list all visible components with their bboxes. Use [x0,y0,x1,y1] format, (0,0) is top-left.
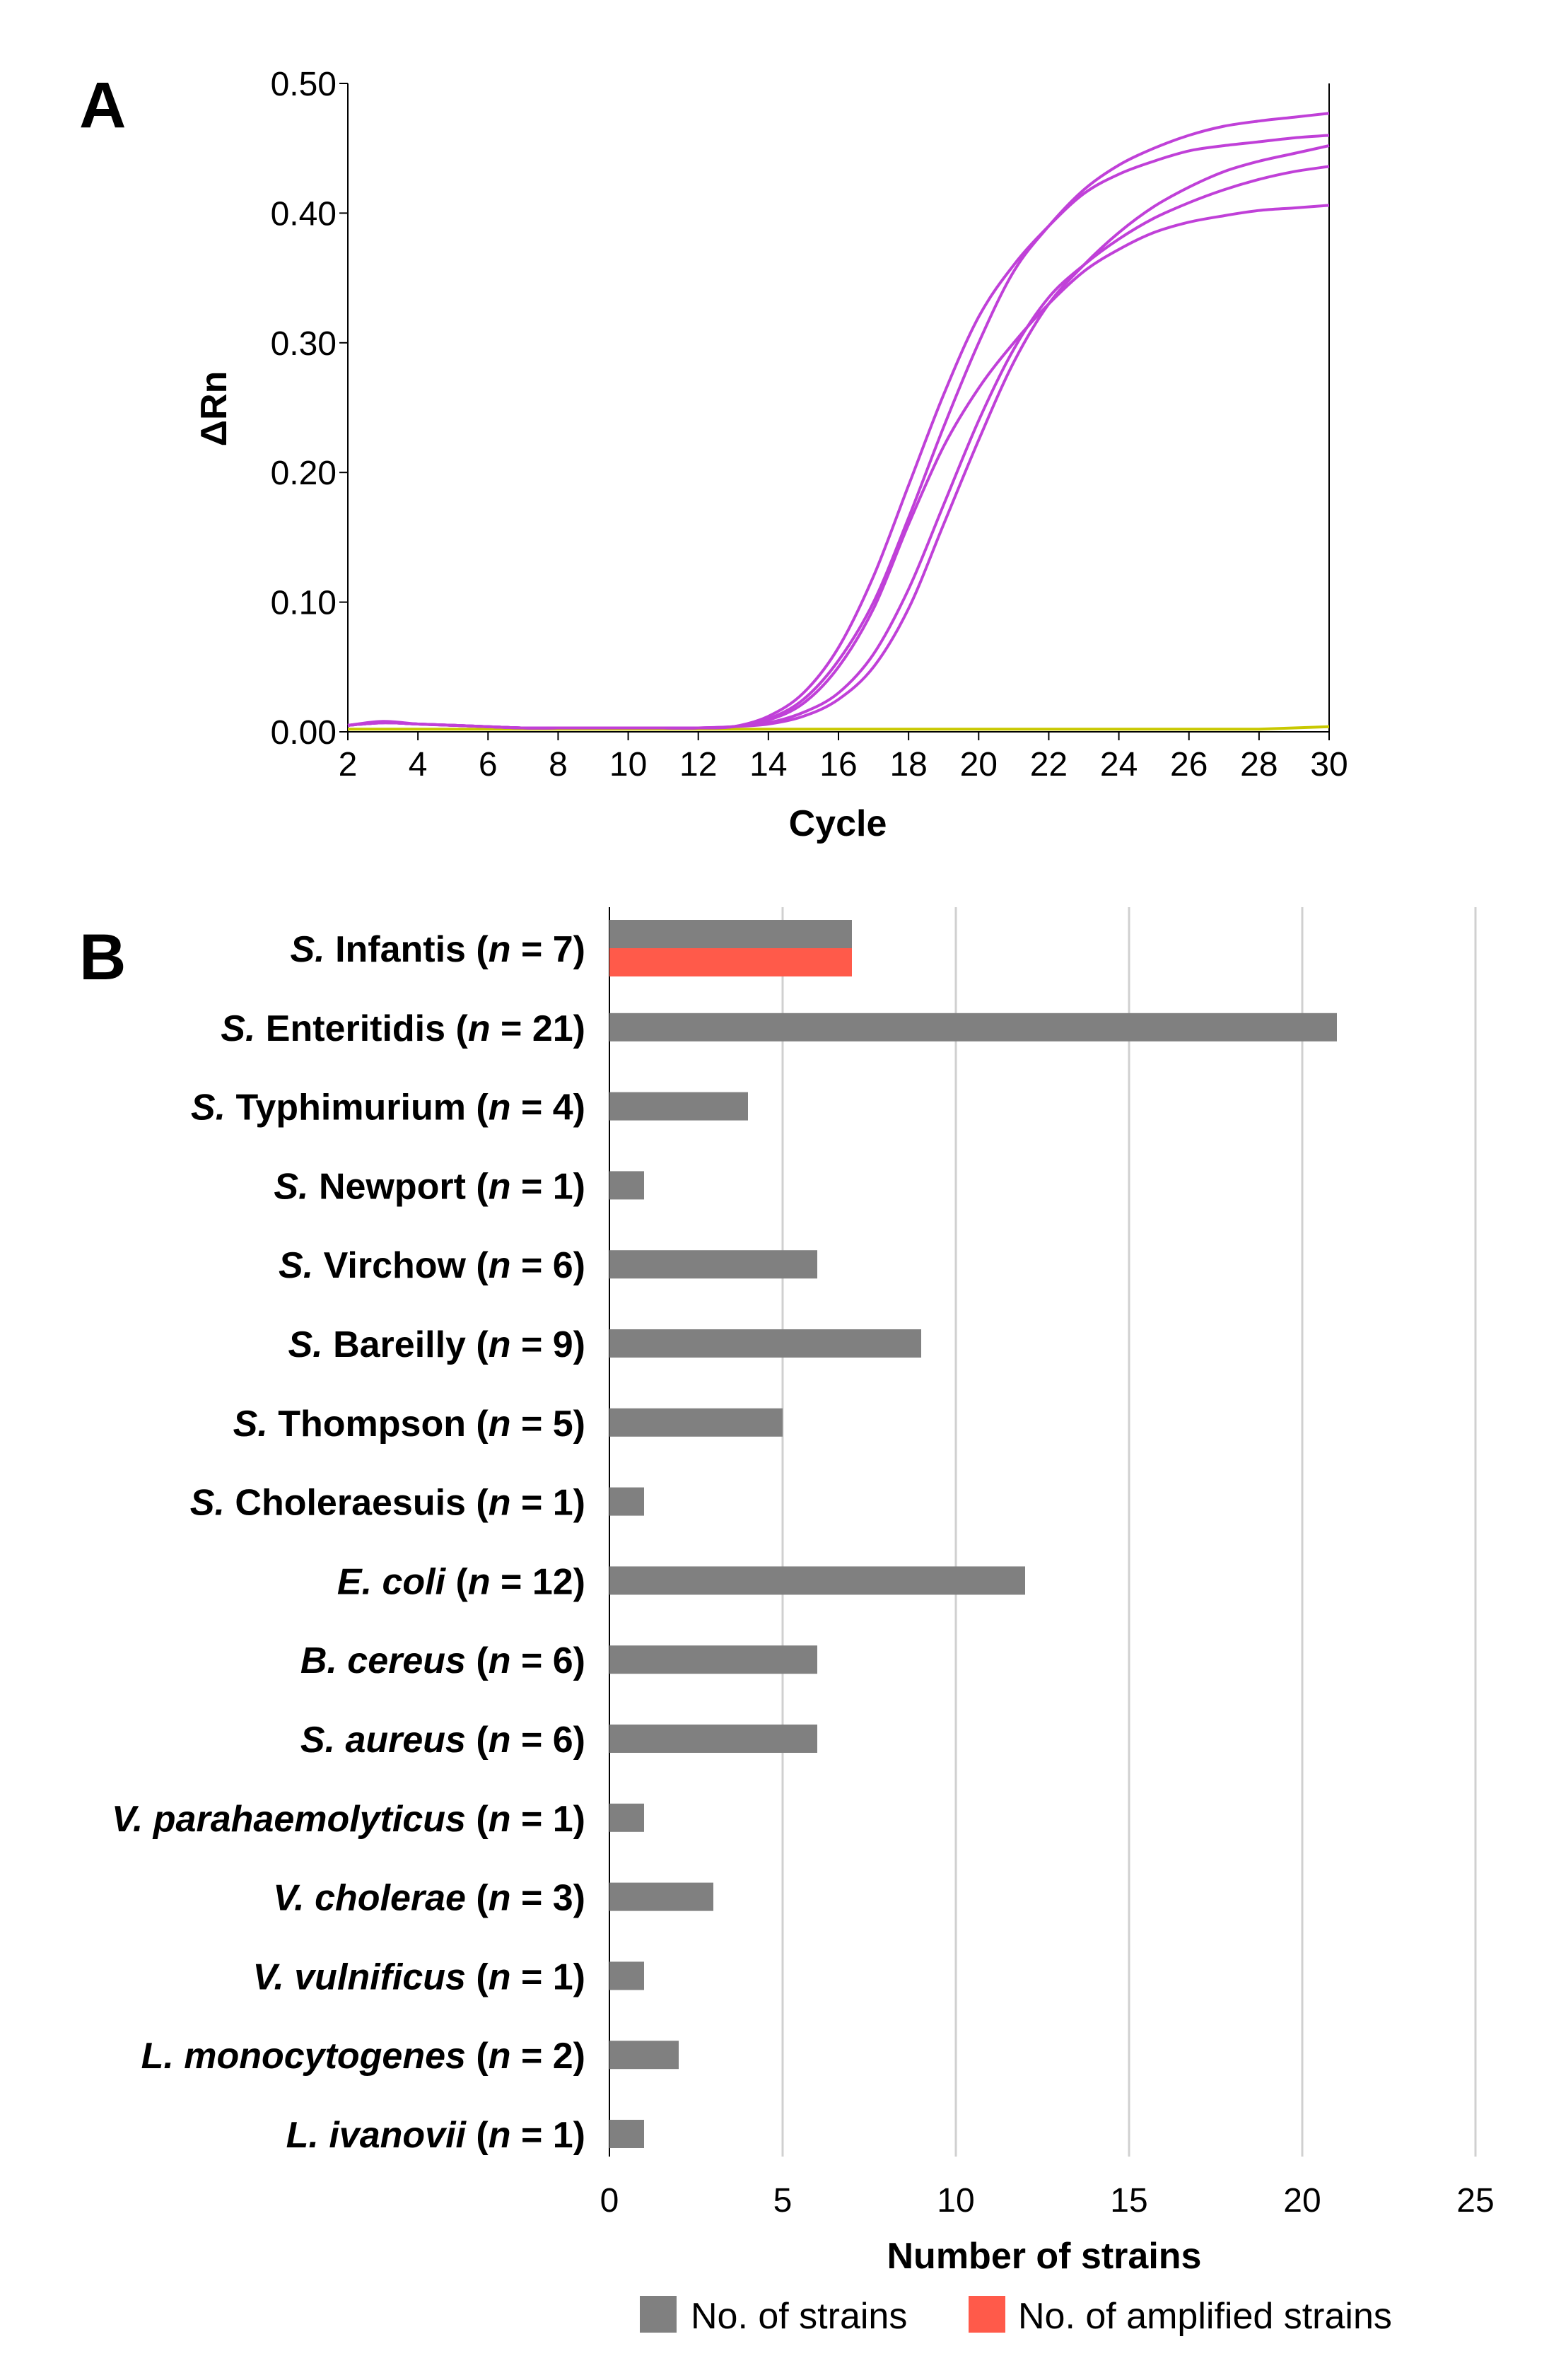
category-label: S. aureus (n = 6) [300,1720,585,1761]
category-label: V. parahaemolyticus (n = 1) [112,1799,585,1840]
category-label: S. Newport (n = 1) [274,1166,585,1207]
x-tick-label: 6 [479,746,498,783]
bar-no-of-strains [609,1803,644,1832]
bar-no-of-strains [609,1329,921,1358]
category-label: B. cereus (n = 6) [300,1640,585,1681]
x-tick-label: 8 [549,746,568,783]
bar-no-of-strains [609,1408,783,1437]
x-tick-label: 26 [1170,746,1208,783]
panel-b-gridlines [609,907,1477,2157]
legend-swatch-strains [640,2296,677,2333]
x-tick-label: 28 [1240,746,1278,783]
x-tick-label: 12 [679,746,717,783]
y-tick-label: 0.00 [271,714,337,752]
bar-no-of-strains [609,2120,644,2148]
panel-b-x-axis-title: Number of strains [887,2236,1202,2277]
panel-b: B S. Infantis (n = 7) S. Enteritidis (n =… [79,907,1495,2337]
legend-label-strains: No. of strains [691,2296,907,2337]
bar-no-of-strains [609,1882,713,1911]
bar-no-of-strains [609,920,852,948]
bar-no-of-strains [609,1013,1337,1042]
bar-no-of-strains [609,1961,644,1990]
category-label: L. ivanovii (n = 1) [286,2115,585,2156]
category-label: E. coli (n = 12) [337,1561,585,1602]
bar-no-of-strains [609,1092,748,1121]
x-tick-label: 20 [960,746,998,783]
bar-no-of-strains [609,2041,679,2070]
category-label: S. Choleraesuis (n = 1) [190,1483,585,1524]
bar-no-of-strains [609,1250,817,1279]
amplification-curve-curve-4 [347,165,1330,730]
category-label: S. Bareilly (n = 9) [288,1324,585,1365]
panel-b-bars [609,920,1337,2148]
category-label: V. vulnificus (n = 1) [252,1956,585,1997]
category-label: S. Virchow (n = 6) [279,1245,585,1286]
category-label: V. cholerae (n = 3) [273,1878,585,1919]
x-tick-label: 30 [1310,746,1348,783]
x-tick-label: 10 [937,2182,974,2219]
y-tick-label: 0.20 [271,455,337,492]
panel-b-category-labels: S. Infantis (n = 7) S. Enteritidis (n = 2… [112,929,585,2156]
x-tick-label: 4 [409,746,428,783]
panel-label-b: B [79,921,126,993]
y-tick-label: 0.10 [271,585,337,622]
panel-a-y-axis-title: ΔRn [194,371,235,447]
category-label: S. Infantis (n = 7) [290,929,585,970]
panel-label-a: A [79,69,126,141]
x-tick-label: 2 [339,746,358,783]
bar-no-of-amplified-strains [609,948,852,976]
amplification-curve-curve-5 [347,144,1330,730]
x-tick-label: 0 [600,2182,619,2219]
x-tick-label: 5 [773,2182,793,2219]
bar-no-of-strains [609,1645,817,1674]
bar-no-of-strains [609,1171,644,1200]
panel-a-y-ticks: 0.00 0.10 0.20 0.30 0.40 0.50 [271,66,348,752]
x-tick-label: 20 [1283,2182,1321,2219]
y-tick-label: 0.40 [271,195,337,233]
legend-swatch-amplified [969,2296,1005,2333]
x-tick-label: 16 [819,746,857,783]
panel-b-x-ticks: 0 5 10 15 20 25 [600,2182,1495,2219]
category-label: S. Thompson (n = 5) [233,1404,585,1445]
panel-a-plot-area [347,83,1330,733]
panel-a-x-ticks: 2 4 6 8 10 12 14 16 18 20 22 24 26 28 30 [339,732,1348,783]
y-tick-label: 0.50 [271,66,337,103]
legend-label-amplified: No. of amplified strains [1018,2296,1392,2337]
x-tick-label: 25 [1456,2182,1494,2219]
y-tick-label: 0.30 [271,325,337,363]
x-tick-label: 18 [889,746,927,783]
x-tick-label: 24 [1100,746,1138,783]
x-tick-label: 14 [749,746,787,783]
category-label: L. monocytogenes (n = 2) [141,2036,585,2077]
baseline-series-line [348,725,1330,731]
bar-no-of-strains [609,1725,817,1753]
panel-b-legend: No. of strains No. of amplified strains [640,2296,1392,2337]
category-label: S. Enteritidis (n = 21) [221,1008,585,1049]
bar-no-of-strains [609,1487,644,1516]
panel-a-x-axis-title: Cycle [789,803,887,844]
x-tick-label: 15 [1110,2182,1147,2219]
panel-a: A 0.000.100.200.300.400.50 2 4 6 8 10 12 14 16 1… [79,66,1348,844]
x-tick-label: 10 [609,746,647,783]
bar-no-of-strains [609,1566,1025,1595]
category-label: S. Typhimurium (n = 4) [191,1087,585,1128]
x-tick-label: 22 [1030,746,1068,783]
